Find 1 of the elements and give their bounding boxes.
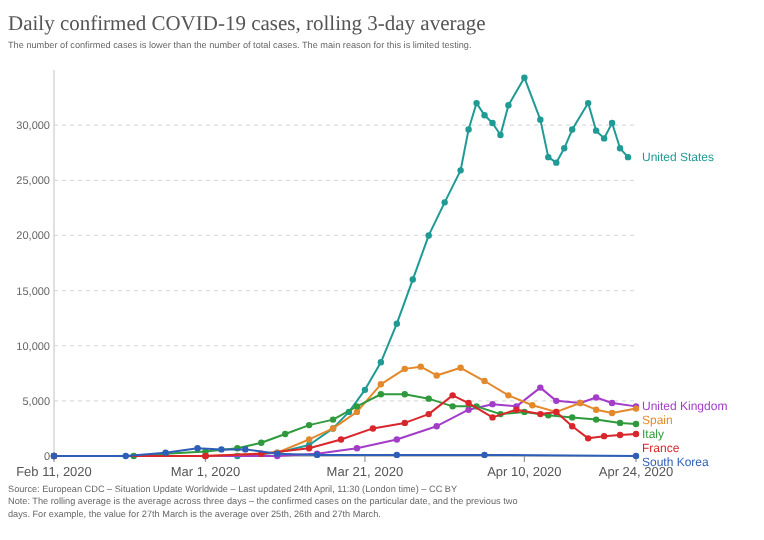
chart-title: Daily confirmed COVID-19 cases, rolling 3-day average [8, 14, 487, 36]
